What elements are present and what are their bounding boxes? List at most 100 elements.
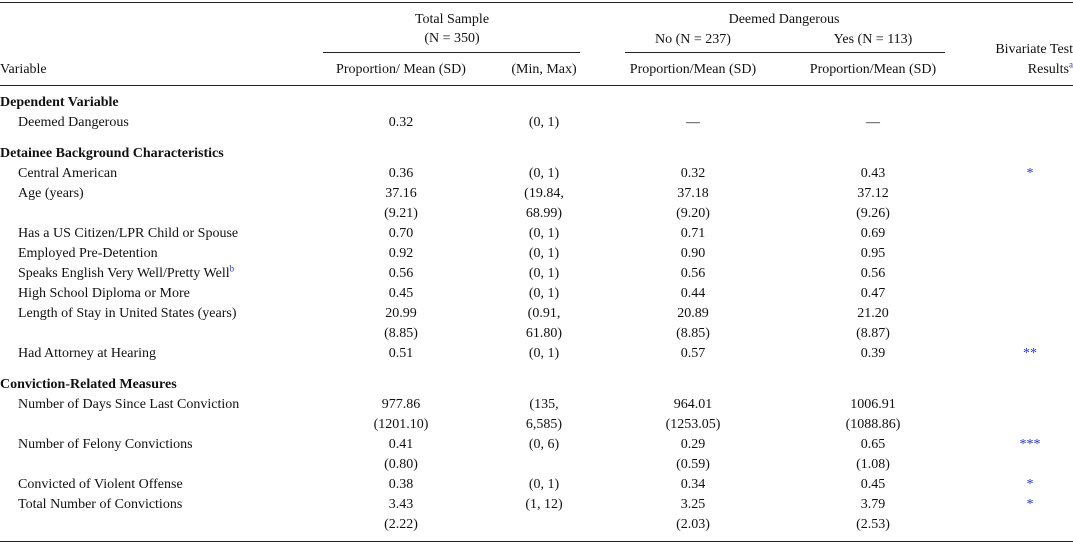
cell: 61.80) xyxy=(525,326,563,341)
cell: (0, 1) xyxy=(528,115,560,130)
cell: 0.71 xyxy=(680,226,706,241)
variable: High School Diploma or More xyxy=(18,286,190,301)
rule xyxy=(323,52,580,53)
variable: Convicted of Violent Offense xyxy=(18,477,183,492)
header: Bivariate Test xyxy=(995,42,1073,57)
cell: (8.85) xyxy=(676,326,710,341)
cell: * xyxy=(1026,166,1034,181)
footnote-mark: b xyxy=(229,263,235,274)
header: Proportion/Mean (SD) xyxy=(629,62,757,77)
cell: 0.56 xyxy=(388,266,414,281)
header: Total Sample xyxy=(414,12,490,27)
cell: Speaks English Very Well/Pretty Wellb xyxy=(18,263,235,283)
cell: 0.92 xyxy=(388,246,414,261)
cell: (2.53) xyxy=(856,517,890,532)
cell: 0.90 xyxy=(680,246,706,261)
cell: (0, 1) xyxy=(528,346,560,361)
cell: (2.22) xyxy=(384,517,418,532)
cell: 0.43 xyxy=(860,166,886,181)
cell: 37.18 xyxy=(677,186,709,201)
cell: 37.16 xyxy=(385,186,417,201)
variable: Employed Pre-Detention xyxy=(18,246,158,261)
cell: * xyxy=(1026,477,1034,492)
cell: 0.38 xyxy=(388,477,414,492)
header: Proportion/Mean (SD) xyxy=(809,62,937,77)
cell: (0, 1) xyxy=(528,166,560,181)
cell: (0, 6) xyxy=(528,437,560,452)
cell: 0.32 xyxy=(680,166,706,181)
cell: (0.91, xyxy=(527,306,561,321)
rule xyxy=(0,2,1073,3)
section-title: Dependent Variable xyxy=(0,95,119,110)
cell: (0, 1) xyxy=(528,246,560,261)
cell: 0.44 xyxy=(680,286,706,301)
header: Yes (N = 113) xyxy=(833,32,913,47)
cell: 21.20 xyxy=(857,306,889,321)
cell: 0.45 xyxy=(388,286,414,301)
header: Proportion/ Mean (SD) xyxy=(336,62,466,77)
cell: 0.65 xyxy=(860,437,886,452)
cell: (8.87) xyxy=(856,326,890,341)
cell: *** xyxy=(1019,437,1041,452)
variable: Age (years) xyxy=(18,186,84,201)
cell: (1253.05) xyxy=(665,417,721,432)
rule xyxy=(0,85,1073,86)
variable: Had Attorney at Hearing xyxy=(18,346,157,361)
variable: Number of Days Since Last Conviction xyxy=(18,397,240,412)
cell: (0.80) xyxy=(384,457,418,472)
section-title: Conviction-Related Measures xyxy=(0,377,177,392)
cell: 0.45 xyxy=(860,477,886,492)
cell: ** xyxy=(1023,346,1037,361)
variable: Has a US Citizen/LPR Child or Spouse xyxy=(18,226,239,241)
cell: 0.56 xyxy=(860,266,886,281)
cell: (2.03) xyxy=(676,517,710,532)
variable: Length of Stay in United States (years) xyxy=(18,306,237,321)
cell: (0, 1) xyxy=(528,286,560,301)
header: (Min, Max) xyxy=(511,62,577,77)
cell: (1088.86) xyxy=(845,417,901,432)
cell: 0.36 xyxy=(388,166,414,181)
cell: 0.70 xyxy=(388,226,414,241)
cell: 0.51 xyxy=(388,346,414,361)
cell: — xyxy=(686,115,700,130)
cell: 0.41 xyxy=(388,437,414,452)
header: No (N = 237) xyxy=(655,32,731,47)
cell: (0, 1) xyxy=(528,266,560,281)
rule xyxy=(0,541,1073,542)
section-title: Detainee Background Characteristics xyxy=(0,146,224,161)
cell: 20.99 xyxy=(385,306,417,321)
cell: 37.12 xyxy=(857,186,889,201)
variable: Deemed Dangerous xyxy=(18,115,129,130)
cell: 6,585) xyxy=(525,417,563,432)
cell: 0.57 xyxy=(680,346,706,361)
cell: (9.26) xyxy=(856,206,890,221)
cell: 68.99) xyxy=(525,206,563,221)
cell: 977.86 xyxy=(381,397,421,412)
footnote-mark: a xyxy=(1069,59,1073,70)
cell: (9.21) xyxy=(384,206,418,221)
cell: 0.34 xyxy=(680,477,706,492)
header: Deemed Dangerous xyxy=(728,12,840,27)
cell: * xyxy=(1026,497,1034,512)
cell: 1006.91 xyxy=(850,397,896,412)
cell: (1.08) xyxy=(856,457,890,472)
cell: (0.59) xyxy=(676,457,710,472)
cell: 3.79 xyxy=(860,497,886,512)
cell: 3.43 xyxy=(388,497,414,512)
header: Variable xyxy=(0,62,47,77)
cell: — xyxy=(866,115,880,130)
cell: (0, 1) xyxy=(528,477,560,492)
cell: 964.01 xyxy=(673,397,713,412)
cell: 20.89 xyxy=(677,306,709,321)
variable: Total Number of Convictions xyxy=(18,497,183,512)
cell: 3.25 xyxy=(680,497,706,512)
cell: 0.47 xyxy=(860,286,886,301)
cell: (9.20) xyxy=(676,206,710,221)
variable: Number of Felony Convictions xyxy=(18,437,193,452)
cell: (0, 1) xyxy=(528,226,560,241)
cell: 0.95 xyxy=(860,246,886,261)
cell: (1, 12) xyxy=(525,497,563,512)
cell: 0.69 xyxy=(860,226,886,241)
cell: (19.84, xyxy=(524,186,564,201)
